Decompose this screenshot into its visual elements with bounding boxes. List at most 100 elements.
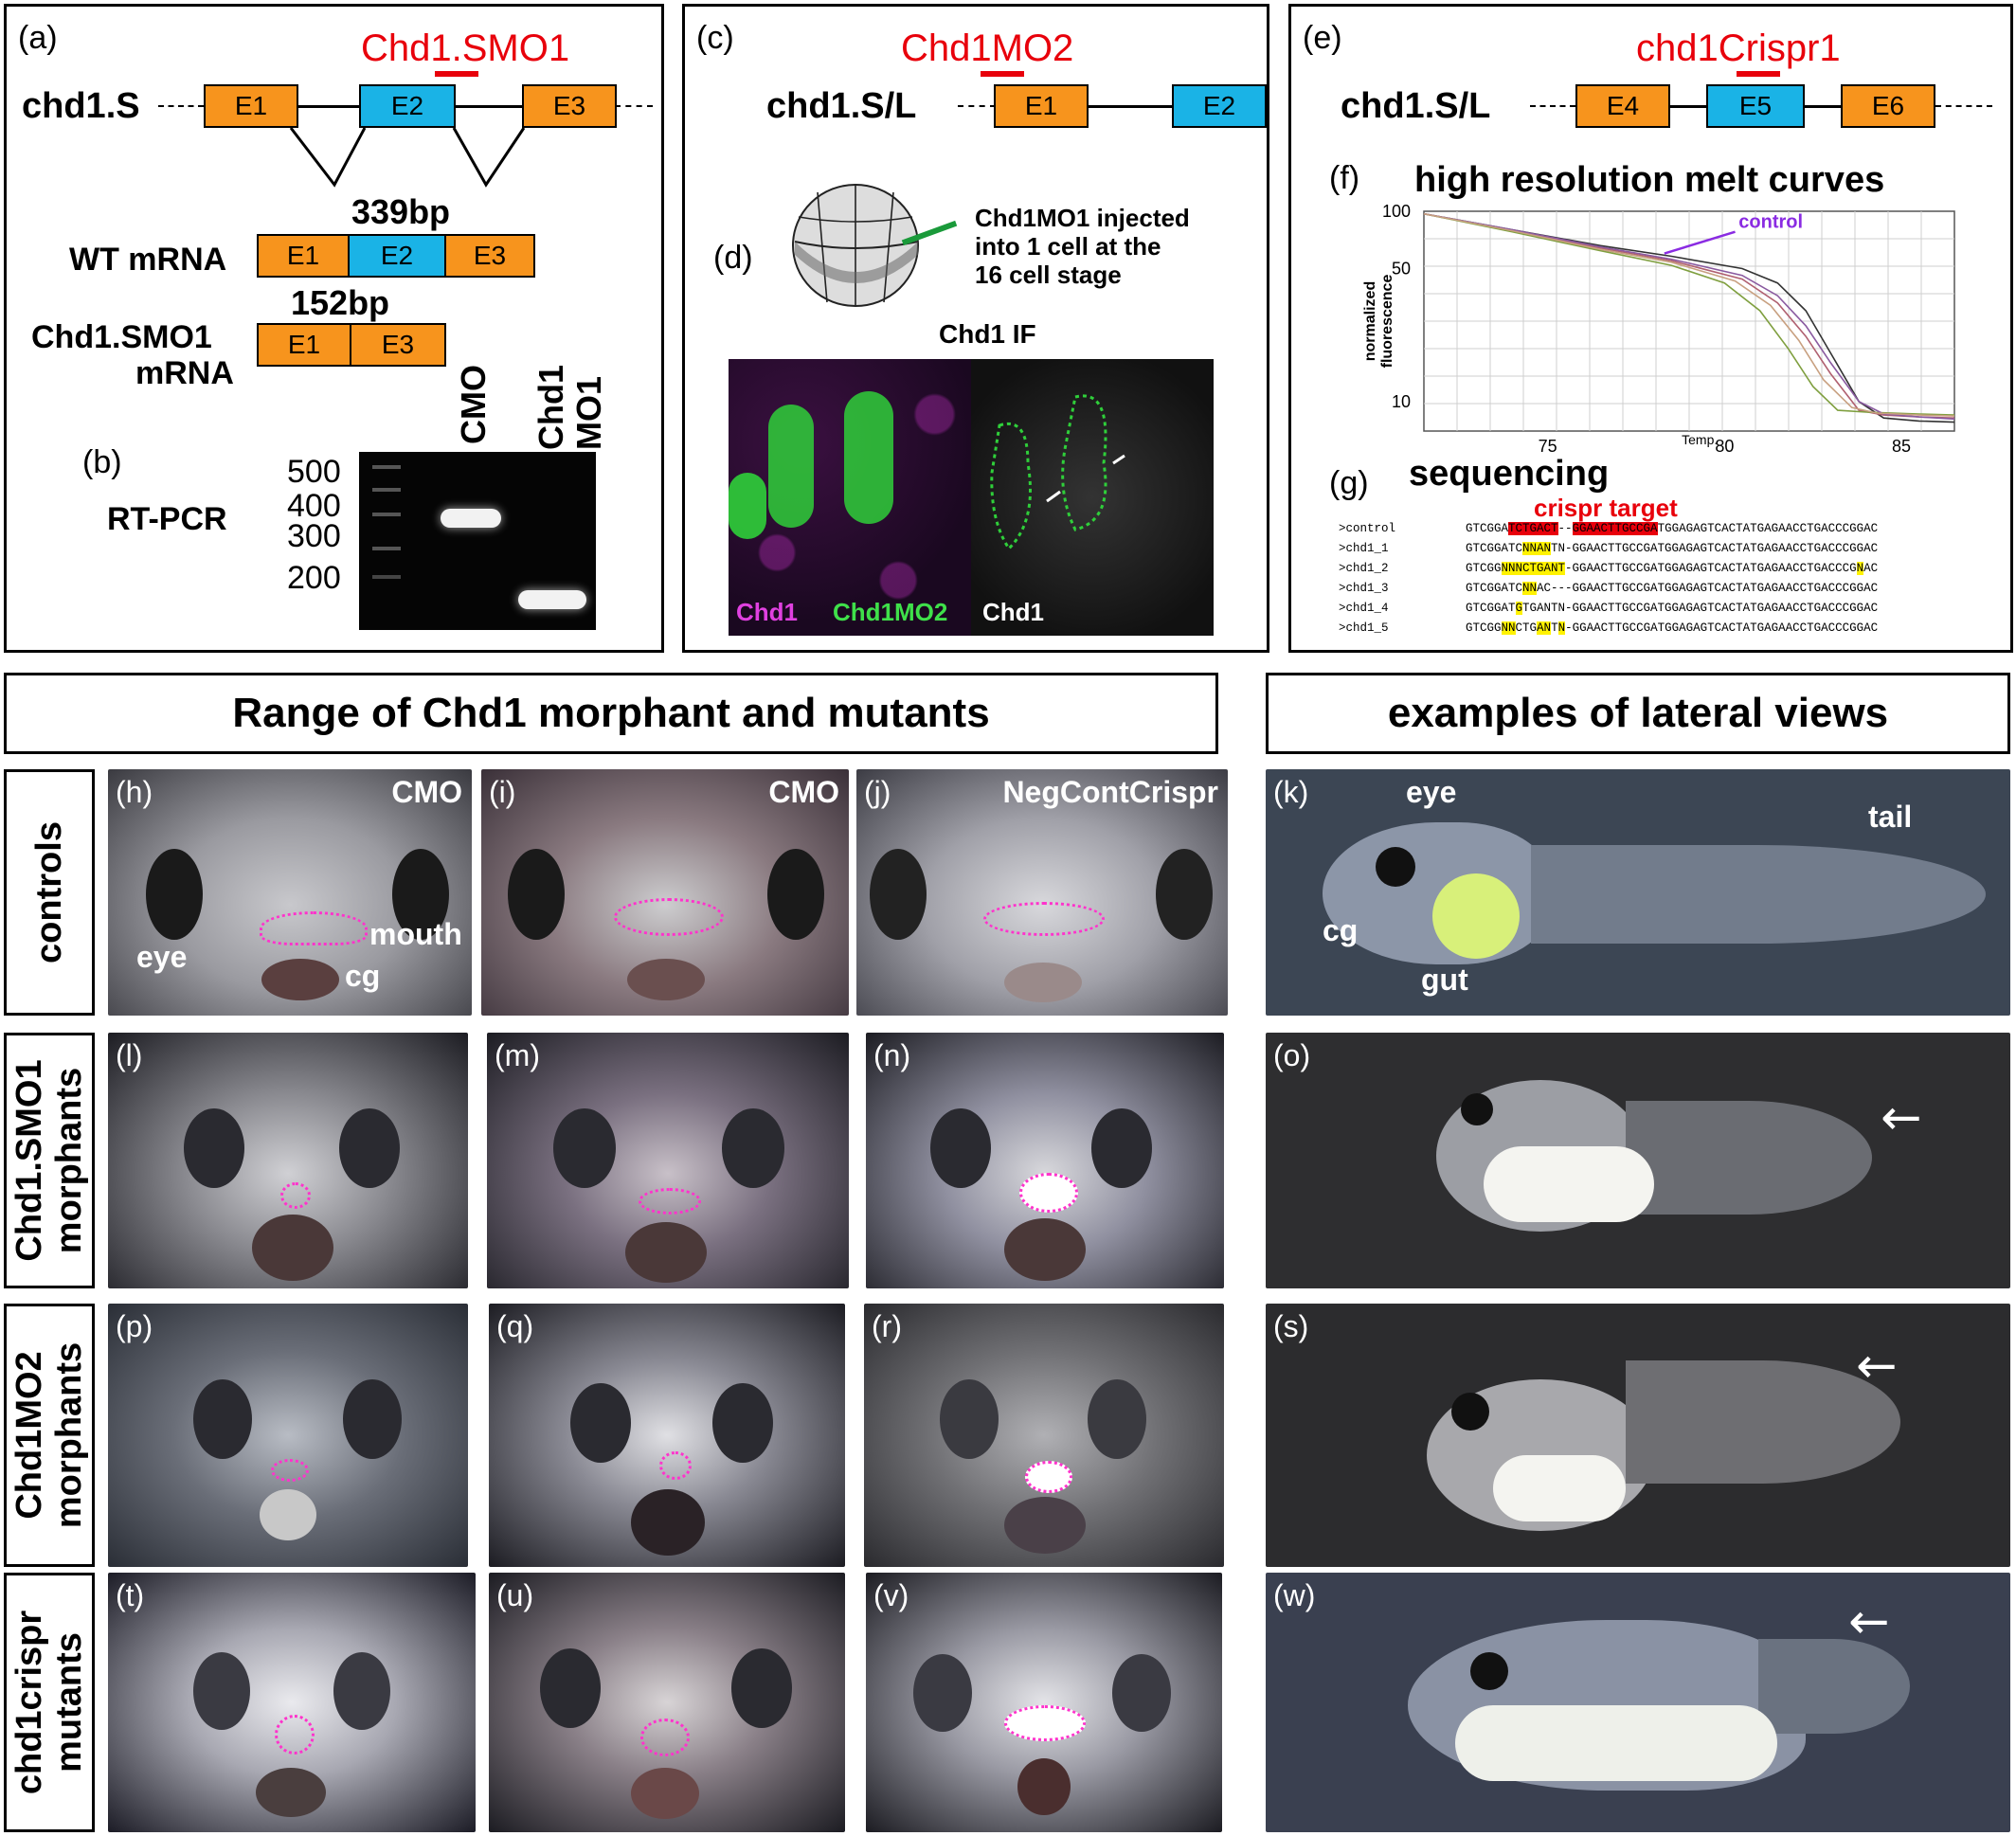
cement-gland [1004,1497,1086,1554]
label-n: (n) [873,1038,911,1072]
eye-left [540,1648,601,1728]
row-header-mo2: Chd1MO2 morphants [4,1304,95,1567]
mo-outlines [990,394,1125,551]
mo2-title: Chd1MO2 [901,27,1074,69]
photo-i: (i) CMO [481,769,849,1016]
sequence-segment: TN-GGAACTTGCCGATGGAGAGTCACTATGAGAACCTGAC… [1551,542,1879,555]
melt-curve-series-4 [1423,212,1955,417]
exon-e3: E3 [522,84,617,128]
mouth-outline [280,1182,311,1209]
sequence-segment: GGAACTTGCCGA [1572,522,1658,535]
tadpole-gut [1484,1146,1654,1222]
if-title: Chd1 IF [939,319,1036,349]
label-l: (l) [116,1038,143,1072]
eye-right [339,1108,400,1188]
exon-e6: E6 [1841,84,1935,128]
tadpole-gut [1432,873,1520,959]
lane-mo1: MO1 [569,375,608,450]
cement-gland [261,959,339,1000]
ladder-band-1 [372,465,401,469]
y-axis-label: normalizedfluorescence [1362,275,1395,369]
ladder-200: 200 [287,560,341,596]
tadpole-eye [1461,1093,1493,1125]
band-mo1-152 [518,590,586,609]
lane-cmo: CMO [454,365,493,444]
sequence-segment: GTCGG [1466,562,1502,575]
mo-size: 152bp [291,283,390,322]
melt-curve-series-3 [1423,212,1955,421]
sequence-row: >chd1_4 GTCGGATGTGANTN-GGAACTTGCCGATGGAGA… [1339,602,1878,615]
if-chd1-image: Chd1 [971,359,1214,636]
sequence-segment: NNAN [1522,542,1552,555]
seq-title: sequencing [1409,454,1610,494]
wt-exon-e2: E2 [348,234,446,278]
inject-text-1: Chd1MO1 injected [975,204,1190,232]
cement-gland [627,959,705,1000]
tadpole-tail [1758,1639,1910,1734]
sequence-segment: GTCGG [1466,621,1502,635]
smo1-target-bar [435,71,478,77]
gene-chd1s: chd1.S [22,86,140,126]
lane-chd1: Chd1 [531,365,570,450]
sequence-name: >chd1_2 [1339,562,1389,575]
splice-lines [289,127,526,188]
control-pointer [1664,230,1736,255]
sequence-segment: N [1856,562,1864,575]
eye-left [570,1383,631,1463]
eye-left [184,1108,244,1188]
gene-dashed-r [1935,105,1992,107]
cement-gland [625,1222,707,1283]
y-tick-label: 100 [1382,204,1411,221]
eye-left [508,849,565,940]
exon-e1: E1 [994,84,1089,128]
label-u: (u) [496,1578,534,1612]
tadpole-eye [1451,1393,1489,1431]
section-right-text: examples of lateral views [1387,690,1889,736]
row-header-smo1-text: Chd1.SMO1 morphants [9,1059,89,1262]
label-t: (t) [116,1578,145,1612]
eye-right [767,849,824,940]
arrow-icon: ↙ [1867,1084,1936,1152]
melt-curve-chart: 100 50 10 75 80 85 Temp. normalizedfluorescence… [1362,204,1955,456]
cement-gland [256,1768,326,1817]
label-s: (s) [1273,1309,1309,1343]
photo-v: (v) [866,1573,1222,1832]
sequence-segment: AN [1537,621,1552,635]
panel-g-label: (g) [1329,465,1369,501]
cement-gland [1004,963,1082,1002]
gene-line-2 [454,105,522,108]
eye-left [870,849,927,940]
section-title-right: examples of lateral views [1266,673,2010,754]
photo-t: (t) [108,1573,476,1832]
y-tick-label: 10 [1392,392,1411,411]
mouth-outline [275,1715,315,1755]
cement-gland [1017,1758,1071,1815]
photo-q: (q) [489,1304,845,1567]
exon-e5: E5 [1706,84,1805,128]
eye-right [1112,1654,1171,1732]
ladder-band-5 [372,575,401,579]
label-o: (o) [1273,1038,1311,1072]
tadpole-eye [1376,847,1415,887]
legend-chd1-white: Chd1 [982,598,1044,626]
eye-right [1091,1108,1152,1188]
sequence-segment: N [1557,621,1566,635]
panel-efg: (e) chd1Crispr1 chd1.S/L E4 E5 E6 (f) hi… [1288,4,2013,653]
gene-dashed-right [615,105,653,107]
label-i: (i) [489,775,516,809]
gene-chd1sl-e: chd1.S/L [1341,86,1491,126]
mo-label-1: Chd1.SMO1 [31,319,212,355]
x-axis-label: Temp. [1682,432,1718,447]
cg-label: cg [345,959,381,993]
eye-left [553,1108,616,1188]
tadpole-gut [1493,1455,1626,1521]
melt-curve-series-0 [1423,212,1955,423]
eye-left [930,1108,991,1188]
row-header-smo1: Chd1.SMO1 morphants [4,1033,95,1288]
eye-right [333,1652,390,1730]
wt-exon-e3: E3 [444,234,535,278]
mouth-label: mouth [369,917,462,951]
row-header-controls: controls [4,769,95,1016]
x-tick-label: 75 [1539,437,1557,456]
gut-label: gut [1421,963,1468,997]
